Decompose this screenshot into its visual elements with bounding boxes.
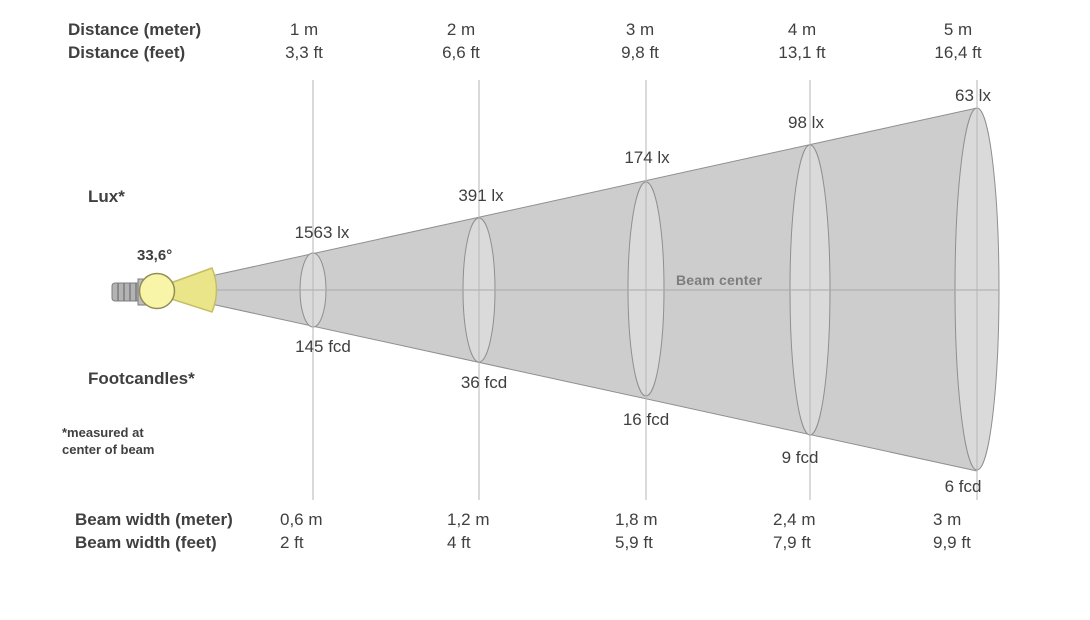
lux-value-3m: 174 lx xyxy=(624,148,670,167)
fcd-value-2m: 36 fcd xyxy=(460,373,508,392)
fcd-value-3m: 16 fcd xyxy=(622,410,670,429)
distance-ft-2m: 6,6 ft xyxy=(442,43,480,62)
fcd-value-1m: 145 fcd xyxy=(295,337,351,356)
footcandles-section-label: Footcandles* xyxy=(88,369,195,388)
measured-note-line2: center of beam xyxy=(62,442,155,457)
distance-ft-5m: 16,4 ft xyxy=(934,43,982,62)
distance-m-4m: 4 m xyxy=(787,20,817,39)
beam-width-ft-2m: 4 ft xyxy=(447,533,471,552)
beam-center-label: Beam center xyxy=(676,272,763,288)
lux-section-label: Lux* xyxy=(88,187,125,206)
lux-value-1m: 1563 lx xyxy=(294,223,350,242)
measured-note-line1: *measured at xyxy=(62,425,144,440)
light-emission-wedge xyxy=(164,267,218,313)
distance-m-5m: 5 m xyxy=(943,20,973,39)
beam-width-ft-4m: 7,9 ft xyxy=(773,533,811,552)
fcd-value-5m: 6 fcd xyxy=(944,477,982,496)
beam-width-m-1m: 0,6 m xyxy=(280,510,323,529)
beam-width-m-3m: 1,8 m xyxy=(615,510,658,529)
distance-m-3m: 3 m xyxy=(625,20,655,39)
distance-meter-header: Distance (meter) xyxy=(68,20,202,39)
distance-m-2m: 2 m xyxy=(446,20,476,39)
distance-ft-1m: 3,3 ft xyxy=(285,43,323,62)
beam-width-m-5m: 3 m xyxy=(933,510,962,529)
distance-ft-4m: 13,1 ft xyxy=(778,43,826,62)
lux-value-4m: 98 lx xyxy=(788,113,824,132)
beam-width-ft-5m: 9,9 ft xyxy=(933,533,971,552)
beam-width-feet-header: Beam width (feet) xyxy=(75,533,217,552)
beam-angle-label: 33,6° xyxy=(137,247,173,264)
beam-width-ft-3m: 5,9 ft xyxy=(615,533,653,552)
lux-value-2m: 391 lx xyxy=(458,186,504,205)
beam-width-m-2m: 1,2 m xyxy=(447,510,490,529)
distance-ft-3m: 9,8 ft xyxy=(621,43,659,62)
fcd-value-4m: 9 fcd xyxy=(781,448,819,467)
distance-feet-header: Distance (feet) xyxy=(68,43,186,62)
beam-width-m-4m: 2,4 m xyxy=(773,510,816,529)
distance-m-1m: 1 m xyxy=(289,20,319,39)
beam-width-ft-1m: 2 ft xyxy=(280,533,304,552)
light-bulb-icon xyxy=(138,272,176,310)
beam-width-meter-header: Beam width (meter) xyxy=(75,510,233,529)
lux-value-5m: 63 lx xyxy=(955,86,991,105)
